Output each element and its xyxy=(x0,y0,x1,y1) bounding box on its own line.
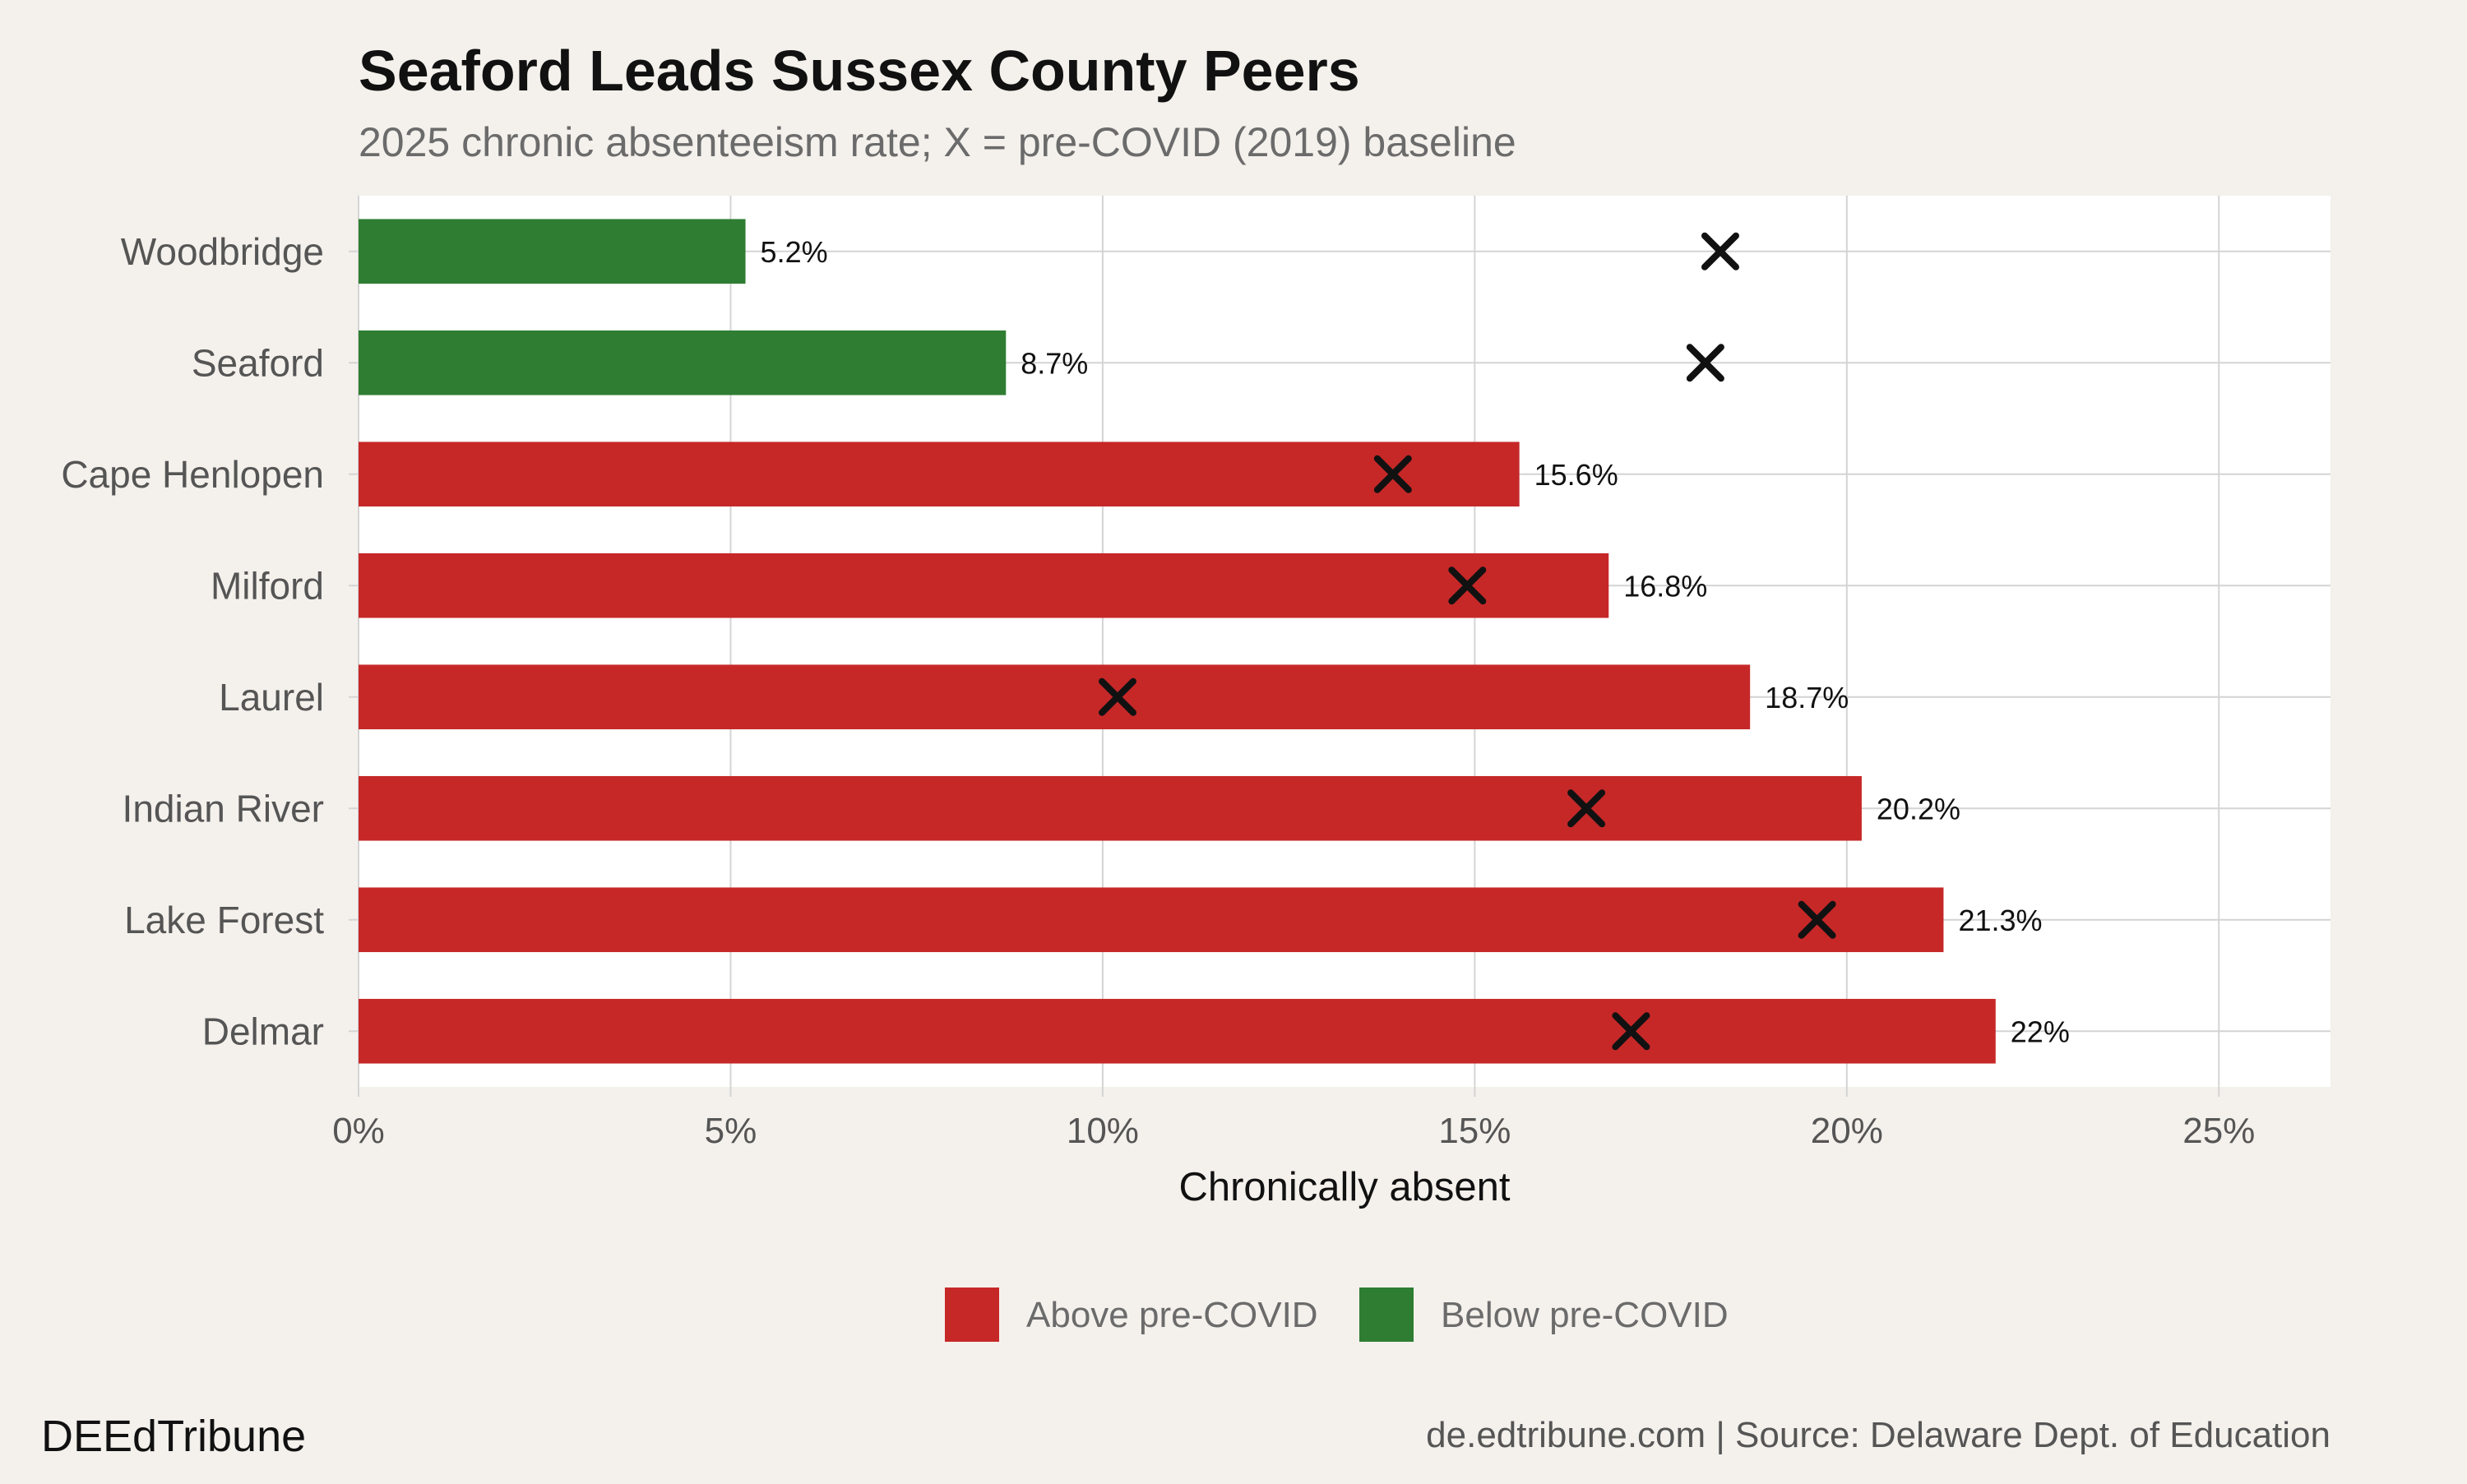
legend-swatch-below xyxy=(1359,1288,1414,1342)
legend-swatch-above xyxy=(945,1288,999,1342)
legend: Above pre-COVID Below pre-COVID xyxy=(945,1288,1729,1342)
x-tick-labels: 0% 5% 10% 15% 20% 25% xyxy=(332,1111,2255,1151)
category-label-cape-henlopen: Cape Henlopen xyxy=(61,453,324,496)
baseline-marker-indian-river xyxy=(1567,789,1606,828)
source-credit: de.edtribune.com | Source: Delaware Dept… xyxy=(1426,1415,2330,1455)
x-axis-title: Chronically absent xyxy=(1178,1165,1510,1209)
baseline-marker-laurel xyxy=(1099,677,1136,716)
baseline-marker-delmar xyxy=(1612,1012,1650,1051)
plot-panel xyxy=(359,196,2330,1087)
data-label-laurel: 18.7% xyxy=(1765,681,1849,714)
chart-subtitle: 2025 chronic absenteeism rate; X = pre-C… xyxy=(359,119,1516,165)
chart-title: Seaford Leads Sussex County Peers xyxy=(359,39,1360,103)
baseline-markers xyxy=(1099,232,1836,1051)
data-label-lake-forest: 21.3% xyxy=(1958,904,2042,937)
data-label-milford: 16.8% xyxy=(1623,569,1707,603)
category-label-woodbridge: Woodbridge xyxy=(121,230,324,273)
data-label-delmar: 22% xyxy=(2011,1015,2070,1048)
baseline-marker-milford xyxy=(1448,566,1487,605)
bar-indian-river xyxy=(359,775,1862,841)
bar-milford xyxy=(359,552,1609,618)
x-tick-label: 25% xyxy=(2182,1111,2255,1151)
category-label-lake-forest: Lake Forest xyxy=(124,899,324,941)
x-tick-label: 0% xyxy=(332,1111,385,1151)
bars xyxy=(359,219,1996,1064)
x-tick-label: 5% xyxy=(705,1111,757,1151)
category-labels: Woodbridge Seaford Cape Henlopen Milford Lau… xyxy=(61,230,324,1053)
bar-seaford xyxy=(359,330,1007,395)
bar-cape-henlopen xyxy=(359,442,1520,507)
data-labels: 5.2% 8.7% 15.6% 16.8% 18.7% 20.2% 21.3% 22% xyxy=(761,235,2070,1049)
x-axis-ticks xyxy=(349,250,2220,1097)
bar-woodbridge xyxy=(359,219,746,284)
x-tick-label: 15% xyxy=(1438,1111,1511,1151)
baseline-marker-cape-henlopen xyxy=(1373,455,1412,493)
bar-lake-forest xyxy=(359,887,1944,953)
category-label-seaford: Seaford xyxy=(192,341,324,384)
bar-delmar xyxy=(359,998,1996,1064)
data-label-cape-henlopen: 15.6% xyxy=(1534,458,1618,492)
brand-name: DEEdTribune xyxy=(41,1412,306,1461)
category-label-laurel: Laurel xyxy=(219,676,324,719)
data-label-woodbridge: 5.2% xyxy=(761,235,828,269)
x-tick-label: 10% xyxy=(1067,1111,1139,1151)
baseline-marker-woodbridge xyxy=(1701,232,1739,270)
bar-laurel xyxy=(359,664,1751,730)
data-label-seaford: 8.7% xyxy=(1021,346,1088,380)
legend-label-below: Below pre-COVID xyxy=(1441,1295,1729,1335)
category-label-milford: Milford xyxy=(211,564,324,607)
category-label-indian-river: Indian River xyxy=(123,787,324,830)
baseline-marker-lake-forest xyxy=(1798,900,1836,939)
legend-label-above: Above pre-COVID xyxy=(1026,1295,1318,1335)
x-tick-label: 20% xyxy=(1811,1111,1883,1151)
category-label-delmar: Delmar xyxy=(202,1010,324,1052)
data-label-indian-river: 20.2% xyxy=(1877,792,1960,825)
baseline-marker-seaford xyxy=(1686,344,1724,382)
